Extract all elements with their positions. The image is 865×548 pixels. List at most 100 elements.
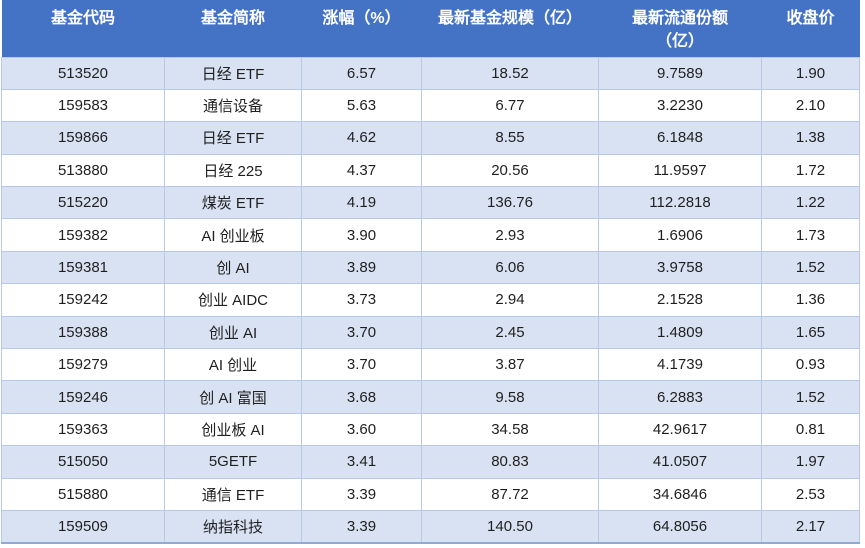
table-row: 515880 通信 ETF 3.39 87.72 34.6846 2.53 [1,477,860,511]
table-body: 513520 日经 ETF 6.57 18.52 9.7589 1.90 159583 通信设… [1,56,860,544]
cell-fund-name: 创业 AIDC [164,283,302,317]
cell-fund-name: 5GETF [164,445,302,479]
cell-fund-name: 通信 ETF [164,477,302,511]
cell-fund-code: 159363 [1,412,165,447]
table-row: 159583 通信设备 5.63 6.77 3.2230 2.10 [1,88,860,123]
header-label: 最新流通份额 [631,10,728,27]
header-label-line2: （亿） [655,33,704,50]
cell-fund-name: 煤炭 ETF [164,186,302,220]
cell-circulating-shares: 6.2883 [598,380,762,414]
table-row: 159509 纳指科技 3.39 140.50 64.8056 2.17 [1,509,860,544]
header-label: 基金代码 [50,10,115,27]
table-row: 159242 创业 AIDC 3.73 2.94 2.1528 1.36 [1,283,860,317]
cell-close-price: 1.90 [761,56,860,90]
cell-fund-size: 2.45 [421,315,599,350]
cell-fund-code: 159381 [1,250,165,285]
cell-change-pct: 4.62 [301,121,422,155]
column-header-fund-size: 最新基金规模（亿） [421,0,599,57]
cell-fund-size: 20.56 [421,153,599,188]
cell-fund-code: 159583 [1,88,165,123]
cell-fund-size: 6.06 [421,250,599,285]
table-row: 159381 创 AI 3.89 6.06 3.9758 1.52 [1,250,860,285]
cell-close-price: 1.97 [761,445,860,479]
cell-fund-name: 创业 AI [164,315,302,350]
cell-fund-size: 6.77 [421,88,599,123]
cell-fund-code: 159279 [1,348,165,382]
cell-close-price: 0.93 [761,348,860,382]
cell-fund-size: 140.50 [421,509,599,544]
cell-close-price: 2.10 [761,88,860,123]
cell-close-price: 1.73 [761,218,860,252]
table-row: 159363 创业板 AI 3.60 34.58 42.9617 0.81 [1,412,860,447]
cell-fund-size: 136.76 [421,186,599,220]
cell-circulating-shares: 3.2230 [598,88,762,123]
cell-fund-code: 159246 [1,380,165,414]
cell-fund-size: 9.58 [421,380,599,414]
column-header-fund-code: 基金代码 [1,0,165,57]
cell-circulating-shares: 112.2818 [598,186,762,220]
cell-fund-code: 515880 [1,477,165,511]
cell-circulating-shares: 34.6846 [598,477,762,511]
table-row: 513520 日经 ETF 6.57 18.52 9.7589 1.90 [1,56,860,90]
cell-fund-name: 通信设备 [164,88,302,123]
cell-close-price: 1.65 [761,315,860,350]
cell-change-pct: 4.37 [301,153,422,188]
cell-fund-code: 159242 [1,283,165,317]
cell-close-price: 1.36 [761,283,860,317]
cell-circulating-shares: 9.7589 [598,56,762,90]
cell-fund-size: 3.87 [421,348,599,382]
cell-circulating-shares: 11.9597 [598,153,762,188]
cell-circulating-shares: 2.1528 [598,283,762,317]
cell-fund-name: 创 AI 富国 [164,380,302,414]
cell-close-price: 1.52 [761,250,860,285]
cell-circulating-shares: 41.0507 [598,445,762,479]
cell-circulating-shares: 1.4809 [598,315,762,350]
cell-change-pct: 3.70 [301,348,422,382]
cell-circulating-shares: 6.1848 [598,121,762,155]
cell-change-pct: 3.68 [301,380,422,414]
header-label: 基金简称 [200,10,265,27]
table-row: 159382 AI 创业板 3.90 2.93 1.6906 1.73 [1,218,860,252]
cell-fund-code: 513880 [1,153,165,188]
cell-fund-size: 34.58 [421,412,599,447]
cell-change-pct: 6.57 [301,56,422,90]
cell-circulating-shares: 1.6906 [598,218,762,252]
column-header-change-pct: 涨幅（%） [301,0,422,57]
cell-fund-size: 80.83 [421,445,599,479]
cell-change-pct: 3.41 [301,445,422,479]
cell-close-price: 1.72 [761,153,860,188]
cell-change-pct: 3.60 [301,412,422,447]
header-label: 收盘价 [786,10,835,27]
cell-fund-code: 515050 [1,445,165,479]
cell-circulating-shares: 42.9617 [598,412,762,447]
cell-change-pct: 3.39 [301,477,422,511]
cell-close-price: 1.52 [761,380,860,414]
cell-change-pct: 3.89 [301,250,422,285]
table-row: 515050 5GETF 3.41 80.83 41.0507 1.97 [1,445,860,479]
column-header-fund-name: 基金简称 [164,0,302,57]
table-row: 513880 日经 225 4.37 20.56 11.9597 1.72 [1,153,860,188]
cell-fund-size: 2.94 [421,283,599,317]
cell-fund-code: 159388 [1,315,165,350]
cell-fund-name: 创业板 AI [164,412,302,447]
cell-fund-name: 日经 225 [164,153,302,188]
cell-change-pct: 3.39 [301,509,422,544]
cell-circulating-shares: 3.9758 [598,250,762,285]
table-header: 基金代码 基金简称 涨幅（%） 最新基金规模（亿） 最新流通份额 （ [1,0,860,57]
cell-fund-size: 87.72 [421,477,599,511]
cell-circulating-shares: 4.1739 [598,348,762,382]
cell-change-pct: 3.70 [301,315,422,350]
cell-fund-code: 513520 [1,56,165,90]
cell-fund-size: 18.52 [421,56,599,90]
cell-close-price: 1.22 [761,186,860,220]
cell-fund-size: 2.93 [421,218,599,252]
cell-change-pct: 3.90 [301,218,422,252]
cell-close-price: 1.38 [761,121,860,155]
cell-fund-name: 纳指科技 [164,509,302,544]
header-label: 最新基金规模（亿） [437,10,582,27]
table-row: 515220 煤炭 ETF 4.19 136.76 112.2818 1.22 [1,186,860,220]
cell-fund-code: 159382 [1,218,165,252]
header-label: 涨幅（%） [322,10,401,27]
